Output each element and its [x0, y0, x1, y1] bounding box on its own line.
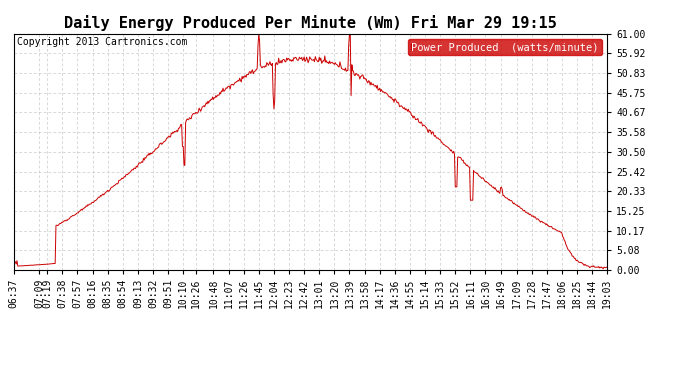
Title: Daily Energy Produced Per Minute (Wm) Fri Mar 29 19:15: Daily Energy Produced Per Minute (Wm) Fr…	[64, 15, 557, 31]
Legend: Power Produced  (watts/minute): Power Produced (watts/minute)	[408, 39, 602, 55]
Text: Copyright 2013 Cartronics.com: Copyright 2013 Cartronics.com	[17, 37, 187, 47]
